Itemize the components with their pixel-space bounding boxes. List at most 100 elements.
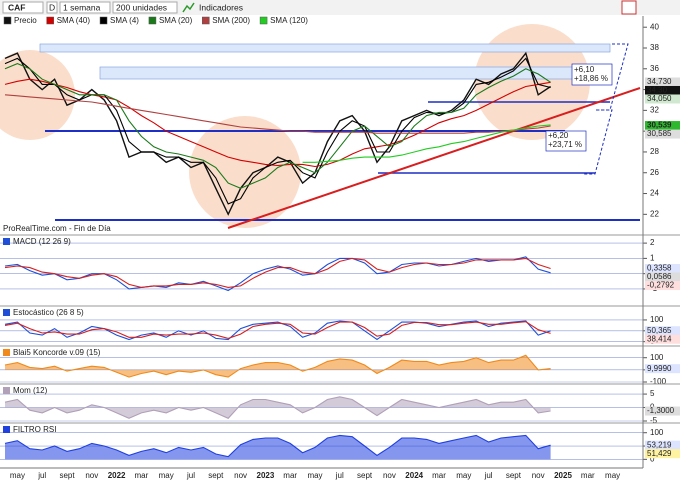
legend-swatch: [46, 16, 54, 25]
value-label-bg: [645, 272, 680, 282]
source: ProRealTime.com - Fin de Día: [3, 224, 111, 233]
y-tick-label: 36: [650, 64, 659, 73]
y-tick-label: 38: [650, 43, 659, 52]
highlight-circle: [0, 50, 75, 140]
x-tick-label: 2025: [554, 471, 572, 480]
annotation: +23,71 %: [548, 140, 582, 149]
drawings: [0, 24, 641, 229]
legend-label: SMA (120): [270, 16, 308, 25]
value-label: 0,3358: [647, 264, 672, 273]
value-label-bg: [645, 129, 680, 139]
value-label: 34,050: [647, 94, 672, 103]
value-label-bg: [645, 334, 680, 344]
value-label-bg: [645, 77, 680, 87]
value-label: 30,585: [647, 129, 672, 138]
x-tick-label: nov: [85, 471, 98, 480]
y-tick-label: 100: [650, 353, 664, 362]
value-label-bg: [645, 85, 680, 95]
units-box[interactable]: [112, 1, 178, 14]
panel-title: Blai5 Koncorde v.09 (15): [13, 348, 101, 357]
annotation: +18,86 %: [574, 74, 608, 83]
value-label: -0,2792: [647, 281, 675, 290]
legend-swatch: [3, 16, 12, 25]
x-tick-label: jul: [186, 471, 195, 480]
highlight-circle: [189, 116, 301, 228]
units[interactable]: 200 unidades: [116, 2, 167, 12]
series-line: [4, 78, 551, 168]
toolbar: CAF D 1 semana 200 unidades Indicadores: [0, 0, 680, 15]
series-line: [302, 124, 551, 163]
panel-title: MACD (12 26 9): [13, 237, 71, 246]
series-line: [4, 63, 551, 189]
panel-title: FILTRO RSI: [13, 425, 56, 434]
series-area: [5, 355, 551, 378]
x-tick-label: nov: [383, 471, 396, 480]
x-tick-label: sept: [357, 471, 373, 480]
value-label-bg: [645, 449, 680, 459]
panel-icon: [3, 426, 10, 433]
value-label: 9,9990: [647, 364, 672, 373]
annotation: +6,20: [548, 131, 569, 140]
x-tick-label: jul: [484, 471, 493, 480]
mode[interactable]: D: [49, 2, 55, 12]
y-tick-label: 32: [650, 105, 659, 114]
x-tick-label: sept: [208, 471, 224, 480]
legend-label: SMA (40): [57, 16, 91, 25]
symbol-box[interactable]: [2, 1, 44, 14]
legend-label: SMA (4): [110, 16, 139, 25]
y-tick-label: 26: [650, 168, 659, 177]
series-line: [4, 396, 551, 419]
x-tick-label: jul: [335, 471, 344, 480]
x-tick-label: jul: [37, 471, 46, 480]
series-line: [4, 434, 551, 458]
value-label: 34,30: [647, 86, 668, 95]
panel-title: Estocástico (26 8 5): [13, 308, 84, 317]
series-line: [4, 320, 551, 341]
trend-line: [227, 87, 641, 229]
x-tick-label: mar: [581, 471, 595, 480]
value-label: 51,429: [647, 449, 672, 458]
indicators-icon[interactable]: [182, 2, 195, 13]
annotation-box: [545, 130, 587, 152]
x-tick-label: nov: [234, 471, 247, 480]
x-tick-label: may: [456, 471, 471, 480]
x-tick-label: 2024: [405, 471, 423, 480]
projection: [583, 109, 613, 175]
y-tick-label: -100: [650, 377, 667, 386]
value-label: 0,0586: [647, 272, 672, 281]
y-tick-label: 2: [650, 238, 655, 247]
y-tick-label: 22: [650, 209, 659, 218]
mode-box[interactable]: [46, 1, 58, 14]
highlight-circle: [474, 24, 590, 140]
indicators[interactable]: Indicadores: [199, 2, 243, 12]
series-line: [4, 94, 551, 134]
legend-swatch: [148, 16, 157, 25]
panel-icon: [3, 349, 10, 356]
value-label: 50,365: [647, 326, 672, 335]
y-tick-label: 24: [650, 189, 659, 198]
series-line: [4, 257, 551, 288]
y-tick-label: 1: [650, 253, 655, 262]
alert-icon[interactable]: [621, 0, 637, 15]
value-label-bg: [645, 264, 680, 274]
series-area: [5, 396, 551, 419]
value-label-bg: [645, 326, 680, 336]
series-line: [4, 354, 551, 378]
y-tick-label: 40: [650, 22, 659, 31]
series-line: [4, 256, 551, 292]
y-tick-label: 28: [650, 147, 659, 156]
legend-swatch: [99, 16, 108, 25]
legend-swatch: [259, 16, 268, 25]
y-tick-label: 0: [650, 454, 655, 463]
value-label: -1,3000: [647, 406, 675, 415]
x-tick-label: may: [159, 471, 174, 480]
symbol[interactable]: CAF: [8, 2, 25, 12]
value-label-bg: [645, 94, 680, 104]
zone: [39, 43, 611, 53]
value-label: 38,414: [647, 334, 672, 343]
panel-icon: [3, 238, 10, 245]
value-label-bg: [645, 364, 680, 374]
series-line: [4, 321, 551, 339]
period[interactable]: 1 semana: [63, 2, 101, 12]
period-box[interactable]: [59, 1, 111, 14]
